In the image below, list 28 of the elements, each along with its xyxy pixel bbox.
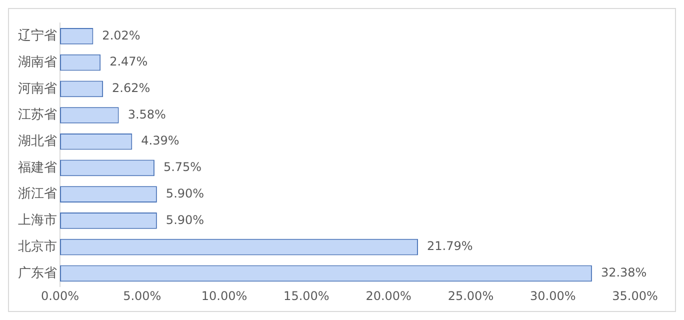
x-tick-label: 25.00% <box>448 288 494 303</box>
y-tick-label: 上海市 <box>18 213 57 228</box>
y-tick-label: 湖南省 <box>18 54 57 70</box>
y-tick-label: 浙江省 <box>18 186 57 202</box>
data-label: 32.38% <box>600 266 647 280</box>
x-tick-label: 10.00% <box>201 288 248 303</box>
x-tick-label: 5.00% <box>123 288 162 303</box>
data-label: 4.39% <box>141 134 180 148</box>
y-tick-label: 辽宁省 <box>18 28 57 44</box>
y-tick-label: 江苏省 <box>18 108 57 123</box>
x-tick-label: 30.00% <box>530 288 576 303</box>
y-tick-label: 广东省 <box>18 266 57 281</box>
x-tick-label: 15.00% <box>284 288 330 303</box>
x-tick-label: 35.00% <box>612 288 658 303</box>
y-tick-label: 北京市 <box>18 239 57 254</box>
y-tick-label: 福建省 <box>18 160 57 176</box>
data-label: 5.75% <box>163 160 202 174</box>
x-tick-label: 0.00% <box>40 288 80 303</box>
x-tick-label: 20.00% <box>366 288 412 303</box>
data-label: 5.90% <box>166 186 204 200</box>
data-label: 2.62% <box>112 81 150 96</box>
y-tick-label: 湖北省 <box>18 134 57 149</box>
data-label: 2.02% <box>102 28 140 42</box>
data-label: 5.90% <box>166 212 204 227</box>
y-tick-label: 河南省 <box>18 81 57 96</box>
data-label: 21.79% <box>426 239 473 254</box>
data-label: 2.47% <box>110 54 148 69</box>
data-label: 3.58% <box>128 107 166 122</box>
